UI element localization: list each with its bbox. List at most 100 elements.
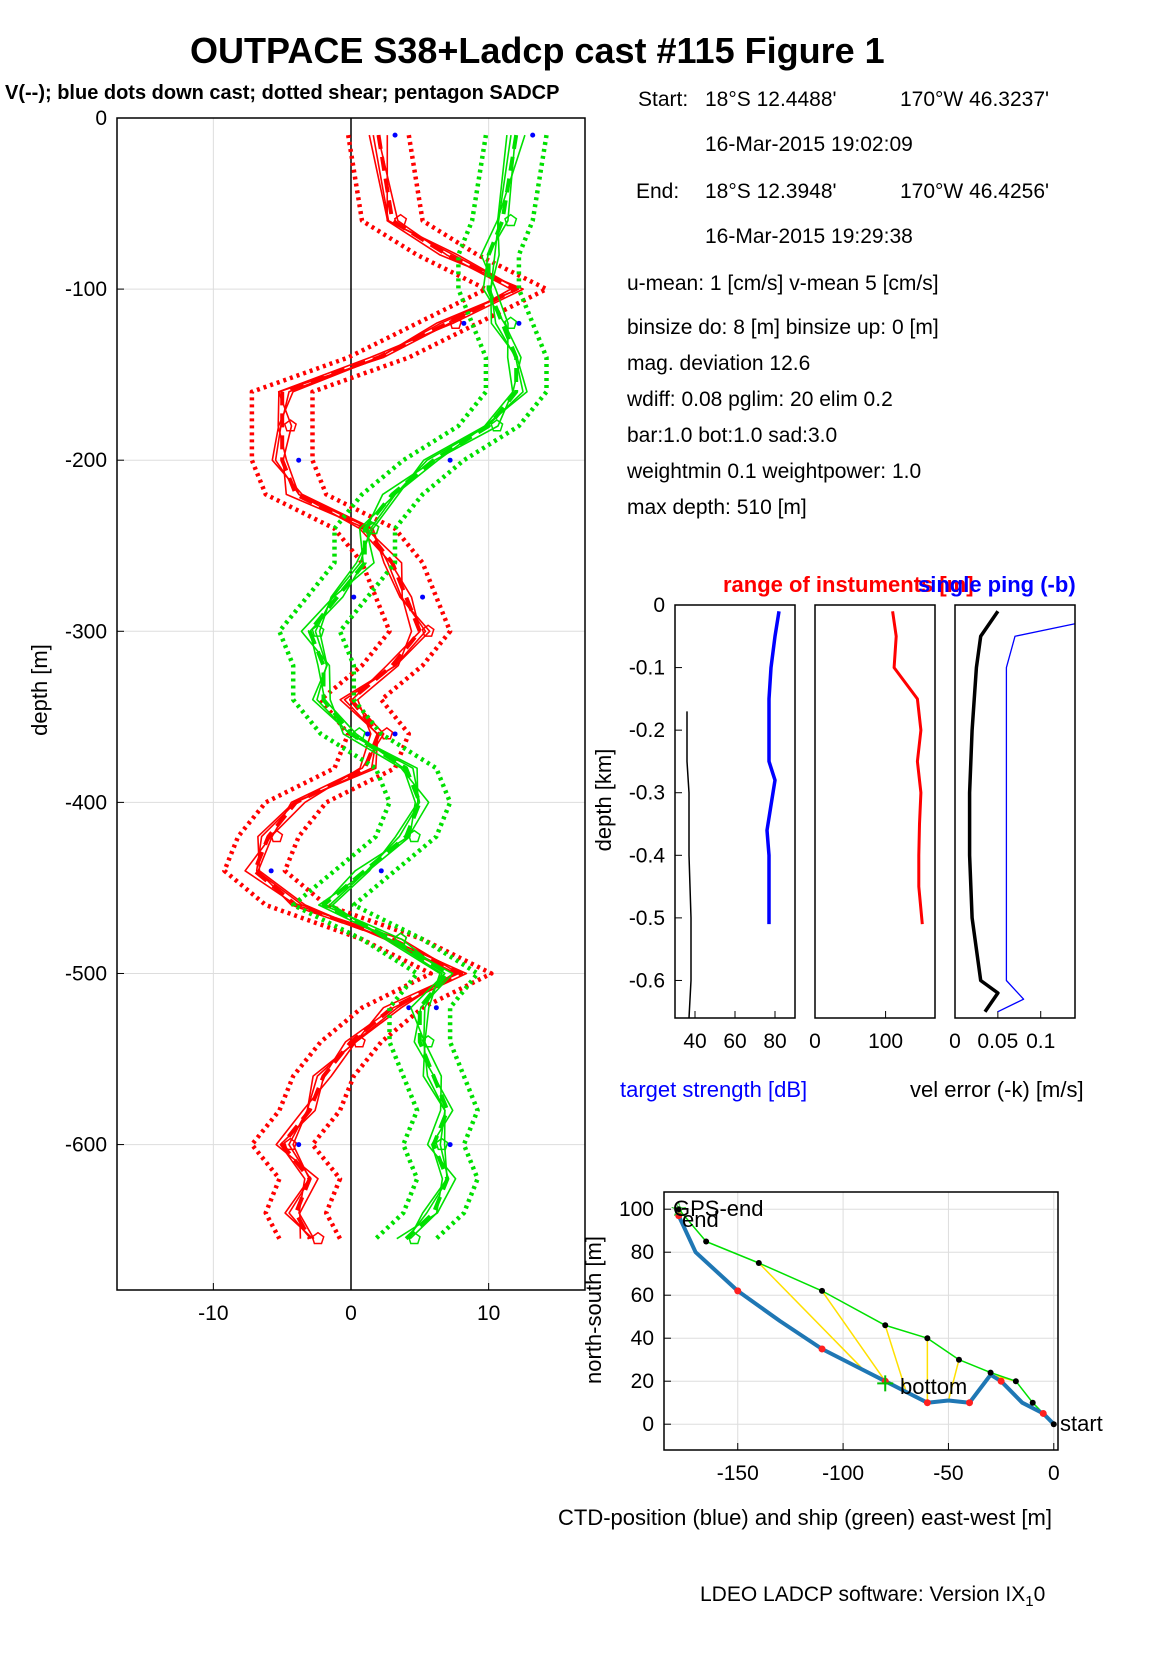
plot-area xyxy=(955,605,1075,1018)
plot-area xyxy=(664,1192,1058,1450)
vel-error-line xyxy=(967,610,1000,1013)
ship-position-dot xyxy=(955,1356,962,1363)
bottom-annotation: bottom xyxy=(900,1374,968,1399)
v-velocity-sadcp-marker xyxy=(435,1137,449,1151)
start-latitude: 18°S 12.4488' xyxy=(705,88,837,111)
ship-position-dot xyxy=(675,1206,682,1213)
v-velocity-downcast-dot xyxy=(433,1005,439,1011)
start-annotation: start xyxy=(1060,1411,1103,1436)
ship-position-dot xyxy=(819,1287,826,1294)
single-ping-error-line xyxy=(997,623,1076,1013)
ship-position-dot xyxy=(703,1238,710,1245)
ship-position-dot xyxy=(1050,1421,1057,1428)
u-velocity-downcast-dot xyxy=(268,868,274,874)
track-connector xyxy=(821,1290,886,1382)
end-time: 16-Mar-2015 19:29:38 xyxy=(705,225,913,248)
ctd-track-line xyxy=(676,1214,1056,1426)
axes-frame xyxy=(116,117,586,1291)
velocity-ylabel: depth [m] xyxy=(27,644,52,736)
y-tick-label: 80 xyxy=(631,1241,654,1264)
v-velocity-profile-line xyxy=(309,135,522,1240)
x-tick-label: -50 xyxy=(933,1462,963,1485)
y-tick-label: -0.3 xyxy=(629,782,665,805)
x-tick-label: 0 xyxy=(345,1302,357,1325)
u-velocity-sadcp-marker xyxy=(270,829,284,843)
v-velocity-shear-envelope xyxy=(277,134,489,1241)
u-velocity-sadcp-marker xyxy=(352,1034,366,1048)
v-velocity-sadcp-marker xyxy=(366,521,380,535)
u-velocity-downcast-dot xyxy=(392,731,398,737)
y-tick-label: 0 xyxy=(653,594,665,617)
software-footer: LDEO LADCP software: Version IX10 xyxy=(700,1583,1045,1610)
y-tick-label: -0.4 xyxy=(629,844,666,867)
single-ping-title: single ping (-b) xyxy=(918,572,1076,597)
y-tick-label: -400 xyxy=(65,791,107,814)
x-tick-label: -150 xyxy=(717,1462,759,1485)
gps-end-marker: ☆ xyxy=(670,1199,688,1221)
plot-area xyxy=(675,605,795,1018)
info-line: u-mean: 1 [cm/s] v-mean 5 [cm/s] xyxy=(627,272,939,295)
ctd-position-dot xyxy=(966,1399,974,1407)
x-tick-label: 100 xyxy=(868,1030,903,1053)
v-velocity-downcast-dot xyxy=(516,320,522,326)
target-strength-line xyxy=(765,611,781,925)
x-tick-label: 0 xyxy=(949,1030,961,1053)
ctd-position-dot xyxy=(923,1399,931,1407)
ctd-position-dot xyxy=(818,1345,826,1353)
target-strength-xlabel: target strength [dB] xyxy=(620,1077,808,1102)
u-velocity-downcast-dot xyxy=(461,320,467,326)
x-tick-label: 0.1 xyxy=(1026,1030,1055,1053)
y-tick-label: 0 xyxy=(642,1413,654,1436)
v-velocity-sadcp-marker xyxy=(504,316,518,329)
y-tick-label: 0 xyxy=(95,107,107,130)
ctd-position-dot xyxy=(1039,1409,1047,1417)
ctd-position-dot xyxy=(997,1377,1005,1385)
ctd-position-dot xyxy=(675,1212,683,1220)
vel-error-xlabel: vel error (-k) [m/s] xyxy=(910,1077,1084,1102)
u-velocity-downcast-dot xyxy=(420,594,426,600)
x-tick-label: 0 xyxy=(809,1030,821,1053)
y-tick-label: 40 xyxy=(631,1327,654,1350)
u-velocity-profile-line xyxy=(244,135,525,1239)
info-line: bar:1.0 bot:1.0 sad:3.0 xyxy=(627,424,838,447)
v-velocity-downcast-dot xyxy=(447,457,453,463)
ship-position-dot xyxy=(755,1259,762,1266)
track-ylabel: north-south [m] xyxy=(581,1236,606,1384)
u-velocity-downcast-dot xyxy=(296,457,302,463)
start-label: Start: xyxy=(638,88,689,111)
ship-position-dot xyxy=(1029,1399,1036,1406)
end-label: End: xyxy=(636,180,680,203)
range-title: range of instuments [m] xyxy=(723,572,974,597)
u-velocity-sadcp-marker xyxy=(421,624,435,637)
v-velocity-shear-envelope xyxy=(337,134,549,1241)
v-velocity-sadcp-marker xyxy=(421,1034,435,1048)
start-time: 16-Mar-2015 19:02:09 xyxy=(705,133,913,156)
figure-subtitle: V(--); blue dots down cast; dotted shear… xyxy=(5,82,560,104)
axes-frame xyxy=(814,604,936,1019)
info-line: wdiff: 0.08 pglim: 20 elim 0.2 xyxy=(627,388,893,411)
x-tick-label: 60 xyxy=(723,1030,746,1053)
y-tick-label: -500 xyxy=(65,962,107,985)
y-tick-label: 20 xyxy=(631,1370,654,1393)
info-line: weightmin 0.1 weightpower: 1.0 xyxy=(627,460,922,483)
v-velocity-profile-line xyxy=(311,135,528,1240)
v-velocity-downcast-dot xyxy=(351,594,357,600)
v-velocity-downcast-dot xyxy=(447,1142,453,1148)
axes-frame xyxy=(663,1191,1059,1451)
gps-end-annotation: GPS-end xyxy=(673,1196,764,1221)
v-velocity-profile-line xyxy=(314,134,524,1240)
u-velocity-downcast-dot xyxy=(392,132,398,138)
y-tick-label: -0.2 xyxy=(629,719,665,742)
v-velocity-profile-line xyxy=(300,134,526,1240)
end-annotation: end xyxy=(682,1207,719,1232)
x-tick-label: 10 xyxy=(477,1302,500,1325)
y-tick-label: -0.6 xyxy=(629,969,665,992)
v-velocity-downcast-dot xyxy=(378,868,384,874)
x-tick-label: 0 xyxy=(1048,1462,1060,1485)
v-velocity-downcast-dot xyxy=(365,731,371,737)
y-tick-label: -100 xyxy=(65,278,107,301)
u-velocity-sadcp-marker xyxy=(283,419,297,432)
u-velocity-sadcp-marker xyxy=(311,1231,325,1245)
ctd-position-dot xyxy=(734,1287,742,1295)
